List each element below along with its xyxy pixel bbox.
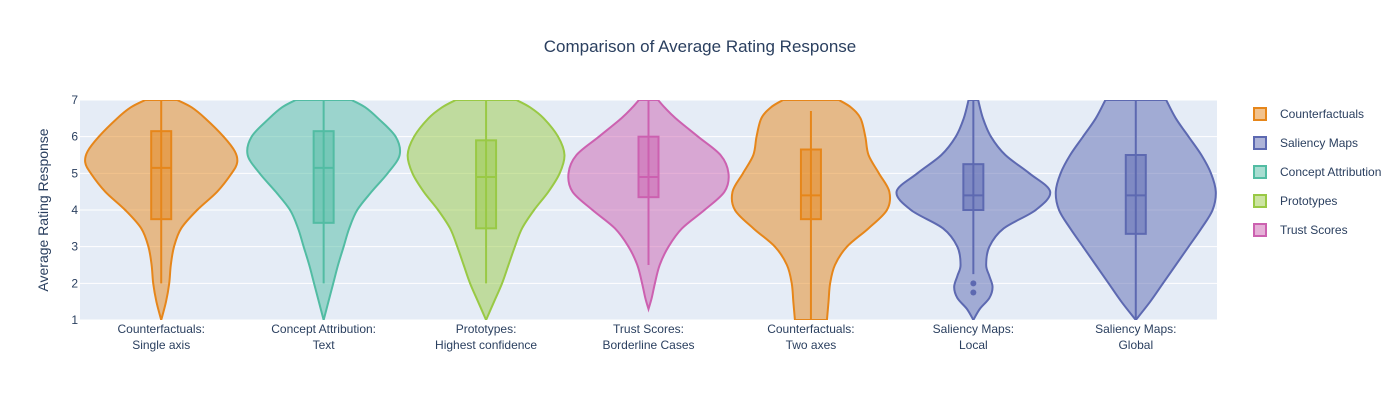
x-tick-label: Counterfactuals: xyxy=(767,322,854,336)
violin-saliency-maps xyxy=(895,100,1052,320)
legend-item[interactable]: Trust Scores xyxy=(1253,223,1348,237)
iqr-box xyxy=(312,130,335,224)
legend-item[interactable]: Prototypes xyxy=(1253,194,1337,208)
y-tick-label: 2 xyxy=(71,276,78,290)
iqr-box xyxy=(799,148,822,221)
chart-title: Comparison of Average Rating Response xyxy=(544,37,856,56)
y-tick-label: 4 xyxy=(71,203,78,217)
x-tick-label: Saliency Maps: xyxy=(933,322,1014,336)
legend-swatch xyxy=(1253,194,1267,208)
y-tick-label: 3 xyxy=(71,240,78,254)
violin-concept-attribution xyxy=(246,100,402,320)
iqr-box xyxy=(475,139,498,230)
x-tick-label: Trust Scores: xyxy=(613,322,684,336)
violin-layer xyxy=(84,100,1217,320)
legend-label: Prototypes xyxy=(1280,194,1337,208)
plot-area: 1 2 3 4 5 6 7 Counterfactuals: Single axis Concep… xyxy=(71,93,1217,352)
legend[interactable]: Counterfactuals Saliency Maps Concept Attr… xyxy=(1253,107,1381,237)
x-tick-label: Borderline Cases xyxy=(602,338,694,352)
violin-saliency-maps xyxy=(1054,100,1217,320)
violin-counterfactuals xyxy=(730,100,892,320)
x-tick-label: Single axis xyxy=(132,338,190,352)
y-tick-label: 6 xyxy=(71,130,78,144)
legend-swatch xyxy=(1253,107,1267,121)
legend-swatch xyxy=(1253,165,1267,179)
x-tick-label: Counterfactuals: xyxy=(118,322,205,336)
iqr-box xyxy=(962,163,985,212)
legend-item[interactable]: Concept Attribution xyxy=(1253,165,1381,179)
x-tick-label: Prototypes: xyxy=(456,322,517,336)
violin-prototypes xyxy=(406,100,566,320)
x-tick-label: Saliency Maps: xyxy=(1095,322,1176,336)
x-tick-label: Highest confidence xyxy=(435,338,537,352)
legend-swatch xyxy=(1253,136,1267,150)
x-tick-label: Text xyxy=(313,338,336,352)
iqr-box xyxy=(150,130,173,221)
x-tick-label: Two axes xyxy=(786,338,837,352)
legend-swatch xyxy=(1253,223,1267,237)
violin-trust-scores xyxy=(567,100,730,313)
legend-item[interactable]: Saliency Maps xyxy=(1253,136,1358,150)
y-tick-label: 5 xyxy=(71,166,78,180)
iqr-box xyxy=(637,135,660,199)
y-tick-label: 1 xyxy=(71,313,78,327)
legend-label: Saliency Maps xyxy=(1280,136,1358,150)
legend-label: Trust Scores xyxy=(1280,223,1348,237)
outlier-point xyxy=(970,280,977,287)
x-tick-label: Global xyxy=(1118,338,1153,352)
y-tick-label: 7 xyxy=(71,93,78,107)
x-tick-label: Concept Attribution: xyxy=(271,322,376,336)
legend-label: Counterfactuals xyxy=(1280,107,1364,121)
x-tick-label: Local xyxy=(959,338,988,352)
legend-label: Concept Attribution xyxy=(1280,165,1381,179)
violin-counterfactuals xyxy=(84,100,239,320)
legend-item[interactable]: Counterfactuals xyxy=(1253,107,1364,121)
outlier-point xyxy=(970,289,977,296)
y-axis-title: Average Rating Response xyxy=(35,128,51,291)
